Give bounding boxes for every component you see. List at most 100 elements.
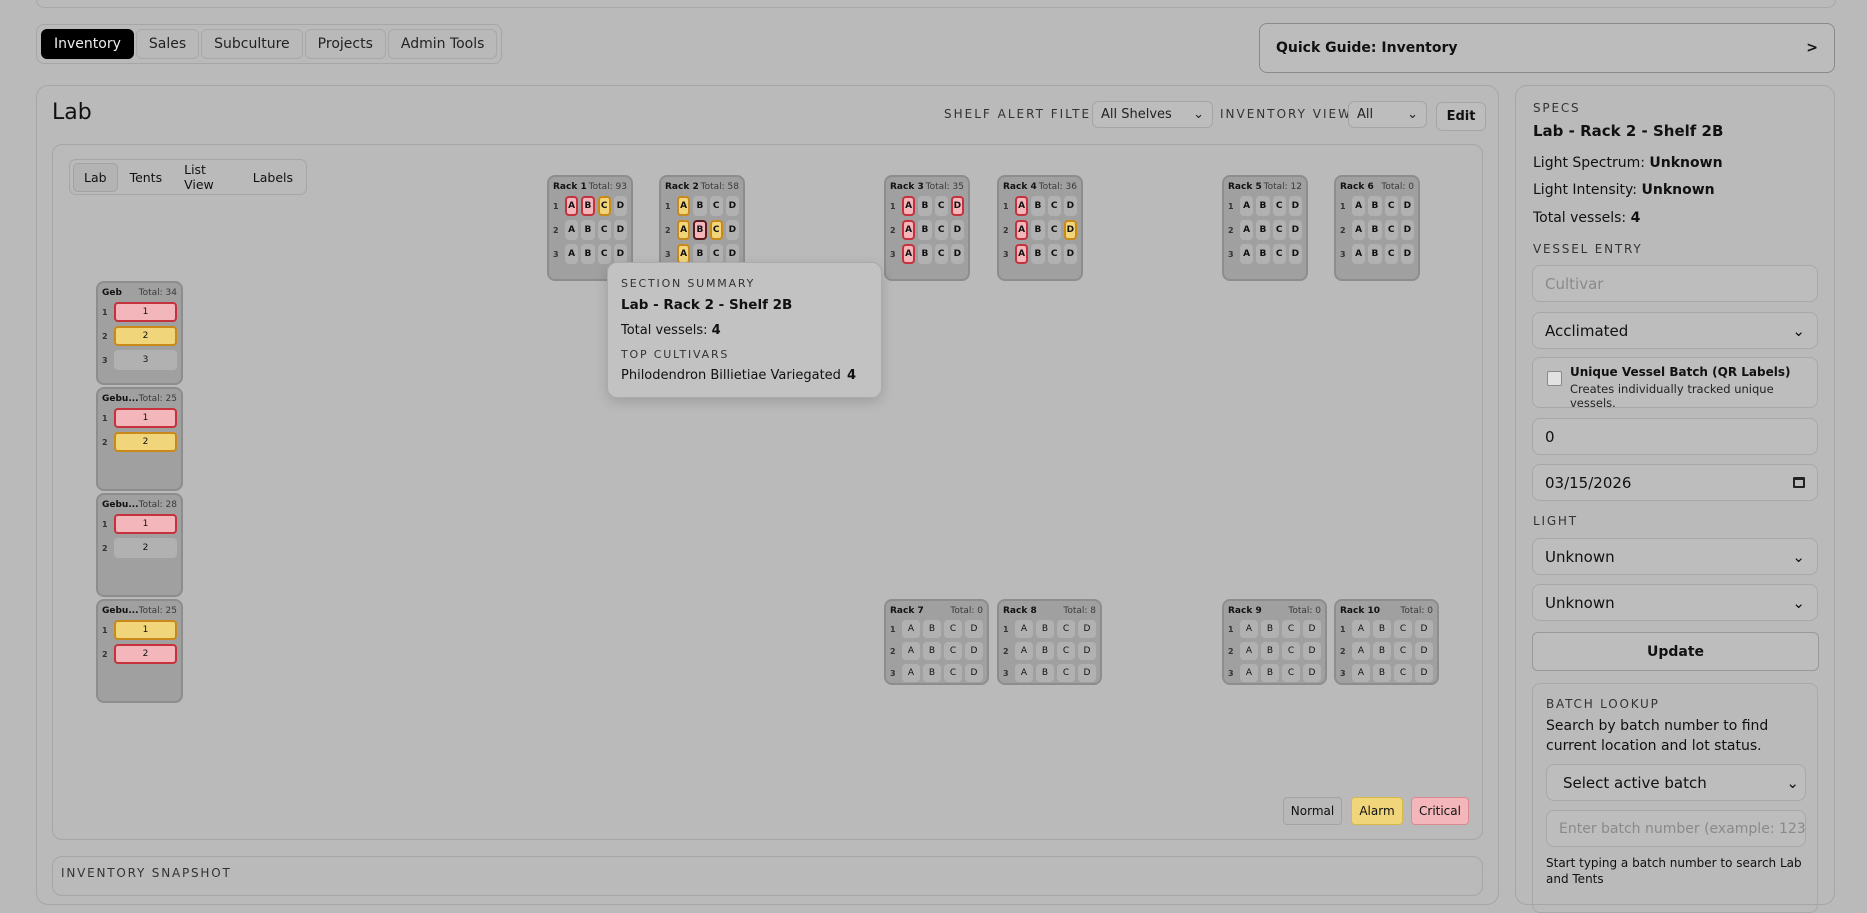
rack-card[interactable]: Rack 3 Total: 35 1 A B C D 2 A B C D 3 A B C D bbox=[884, 175, 970, 281]
shelf-section-normal[interactable]: C bbox=[1394, 642, 1412, 660]
shelf-section-normal[interactable]: D bbox=[1063, 244, 1077, 264]
shelf-section-alarm[interactable]: C bbox=[597, 196, 611, 216]
shelf-section-normal[interactable]: A bbox=[1352, 244, 1366, 264]
tent-card[interactable]: Gebu... Total: 28 1 1 2 2 bbox=[96, 493, 183, 597]
nav-tab-sales[interactable]: Sales bbox=[135, 29, 200, 59]
shelf-section-normal[interactable]: A bbox=[565, 220, 579, 240]
subtab-labels[interactable]: Labels bbox=[252, 169, 293, 185]
shelf-section-normal[interactable]: A bbox=[1352, 620, 1370, 638]
shelf-section-normal[interactable]: D bbox=[613, 220, 627, 240]
shelf-section-normal[interactable]: A bbox=[1015, 620, 1033, 638]
shelf-section-normal[interactable]: C bbox=[1384, 244, 1398, 264]
shelf-section-normal[interactable]: C bbox=[1282, 642, 1300, 660]
shelf-section-normal[interactable]: A bbox=[1015, 642, 1033, 660]
shelf-section-normal[interactable]: D bbox=[613, 244, 627, 264]
shelf-section-normal[interactable]: B bbox=[1368, 220, 1382, 240]
shelf-section-normal[interactable]: D bbox=[725, 196, 739, 216]
shelf-section-normal[interactable]: A bbox=[902, 620, 920, 638]
update-button[interactable]: Update bbox=[1532, 632, 1819, 671]
shelf-section-alarm[interactable]: A bbox=[677, 220, 691, 240]
shelf-section-normal[interactable]: A bbox=[1240, 196, 1254, 216]
shelf-section-normal[interactable]: B bbox=[1373, 664, 1391, 682]
calendar-icon[interactable] bbox=[1793, 477, 1805, 488]
shelf-section-normal[interactable]: B bbox=[1031, 196, 1045, 216]
shelf-section-normal[interactable]: B bbox=[693, 196, 707, 216]
shelf-section-normal[interactable]: B bbox=[581, 220, 595, 240]
shelf-section-normal[interactable]: C bbox=[1047, 220, 1061, 240]
shelf-section-normal[interactable]: C bbox=[709, 244, 723, 264]
shelf-section-normal[interactable]: B bbox=[1368, 244, 1382, 264]
shelf-section-normal[interactable]: A bbox=[1352, 664, 1370, 682]
shelf-section-normal[interactable]: D bbox=[950, 244, 964, 264]
shelf-section-normal[interactable]: B bbox=[923, 664, 941, 682]
shelf-section-critical[interactable]: A bbox=[1015, 244, 1029, 264]
shelf-section-critical[interactable]: A bbox=[1015, 196, 1029, 216]
shelf-section-normal[interactable]: B bbox=[581, 244, 595, 264]
shelf-section-normal[interactable]: A bbox=[1240, 220, 1254, 240]
shelf-section-normal[interactable]: D bbox=[1415, 620, 1433, 638]
tent-shelf-normal[interactable]: 2 bbox=[114, 538, 177, 558]
tent-shelf-normal[interactable]: 3 bbox=[114, 350, 177, 370]
shelf-section-normal[interactable]: C bbox=[934, 196, 948, 216]
shelf-section-normal[interactable]: B bbox=[1036, 620, 1054, 638]
shelf-section-normal[interactable]: D bbox=[1288, 244, 1302, 264]
shelf-section-normal[interactable]: C bbox=[1057, 620, 1075, 638]
shelf-section-normal[interactable]: A bbox=[1240, 244, 1254, 264]
shelf-section-normal[interactable]: D bbox=[1288, 196, 1302, 216]
shelf-section-normal[interactable]: D bbox=[1063, 196, 1077, 216]
shelf-section-normal[interactable]: B bbox=[693, 244, 707, 264]
rack-card[interactable]: Rack 4 Total: 36 1 A B C D 2 A B C D 3 A B C D bbox=[997, 175, 1083, 281]
shelf-section-normal[interactable]: C bbox=[1282, 620, 1300, 638]
rack-card[interactable]: Rack 5 Total: 12 1 A B C D 2 A B C D 3 A B C D bbox=[1222, 175, 1308, 281]
shelf-section-normal[interactable]: D bbox=[1078, 642, 1096, 660]
nav-tab-subculture[interactable]: Subculture bbox=[201, 29, 303, 59]
light-spectrum-select[interactable]: Unknown ⌄ bbox=[1532, 538, 1818, 575]
shelf-section-normal[interactable]: A bbox=[1240, 664, 1258, 682]
shelf-section-normal[interactable]: C bbox=[944, 664, 962, 682]
shelf-section-normal[interactable]: C bbox=[944, 620, 962, 638]
shelf-section-normal[interactable]: D bbox=[1303, 664, 1321, 682]
shelf-section-critical[interactable]: A bbox=[1015, 220, 1029, 240]
shelf-section-normal[interactable]: D bbox=[965, 664, 983, 682]
batch-number-input[interactable]: Enter batch number (example: 12345 bbox=[1546, 810, 1806, 847]
shelf-section-normal[interactable]: C bbox=[597, 220, 611, 240]
shelf-section-normal[interactable]: D bbox=[1400, 220, 1414, 240]
shelf-section-normal[interactable]: B bbox=[1256, 244, 1270, 264]
shelf-section-normal[interactable]: A bbox=[902, 664, 920, 682]
shelf-section-normal[interactable]: C bbox=[934, 244, 948, 264]
tent-shelf-critical[interactable]: 1 bbox=[114, 302, 177, 322]
shelf-section-normal[interactable]: D bbox=[1303, 642, 1321, 660]
shelf-section-critical[interactable]: A bbox=[902, 244, 916, 264]
shelf-section-alarm[interactable]: C bbox=[709, 220, 723, 240]
shelf-section-normal[interactable]: C bbox=[1272, 244, 1286, 264]
light-intensity-select[interactable]: Unknown ⌄ bbox=[1532, 584, 1818, 621]
shelf-section-normal[interactable]: C bbox=[1394, 664, 1412, 682]
shelf-section-normal[interactable]: D bbox=[1415, 664, 1433, 682]
shelf-section-normal[interactable]: A bbox=[1352, 196, 1366, 216]
shelf-section-alarm[interactable]: D bbox=[1063, 220, 1077, 240]
shelf-section-normal[interactable]: B bbox=[1261, 664, 1279, 682]
shelf-section-normal[interactable]: B bbox=[1261, 620, 1279, 638]
shelf-section-normal[interactable]: D bbox=[1415, 642, 1433, 660]
shelf-section-normal[interactable]: B bbox=[923, 642, 941, 660]
shelf-section-normal[interactable]: C bbox=[1384, 196, 1398, 216]
tent-shelf-alarm[interactable]: 2 bbox=[114, 326, 177, 346]
quick-guide-button[interactable]: Quick Guide: Inventory > bbox=[1259, 23, 1835, 73]
shelf-section-normal[interactable]: B bbox=[1036, 642, 1054, 660]
tent-card[interactable]: Geb Total: 34 1 1 2 2 3 3 bbox=[96, 281, 183, 385]
shelf-section-normal[interactable]: B bbox=[1261, 642, 1279, 660]
shelf-alert-filter-select[interactable]: All Shelves ⌄ bbox=[1092, 101, 1213, 128]
shelf-section-normal[interactable]: B bbox=[923, 620, 941, 638]
shelf-section-normal[interactable]: C bbox=[709, 196, 723, 216]
nav-tab-projects[interactable]: Projects bbox=[304, 29, 386, 59]
shelf-section-normal[interactable]: B bbox=[918, 196, 932, 216]
tent-shelf-critical[interactable]: 1 bbox=[114, 408, 177, 428]
shelf-section-normal[interactable]: B bbox=[1036, 664, 1054, 682]
shelf-section-normal[interactable]: A bbox=[1352, 642, 1370, 660]
edit-button[interactable]: Edit bbox=[1436, 102, 1486, 131]
tent-shelf-alarm[interactable]: 2 bbox=[114, 432, 177, 452]
shelf-section-normal[interactable]: D bbox=[965, 642, 983, 660]
